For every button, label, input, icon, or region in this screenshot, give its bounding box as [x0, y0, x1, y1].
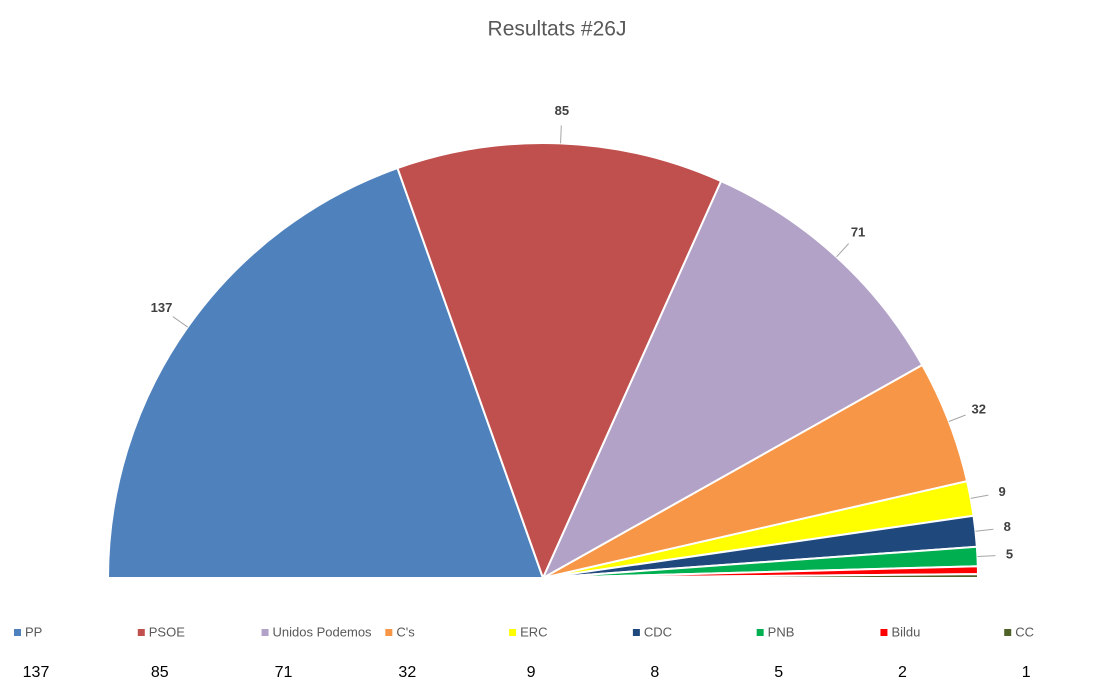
legend-label: PSOE: [149, 624, 185, 639]
legend-value: 32: [398, 664, 416, 681]
leader-line: [975, 528, 994, 532]
legend-value: 2: [898, 664, 907, 681]
legend-swatch: [880, 629, 888, 636]
legend-swatch: [14, 629, 21, 636]
legend-label: ERC: [520, 624, 547, 639]
leader-line: [560, 125, 562, 144]
legend-value: 85: [151, 664, 169, 681]
legend-swatch: [261, 629, 269, 636]
slice: [396, 142, 723, 581]
data-label: 32: [971, 401, 985, 416]
legend-label: PP: [25, 624, 42, 639]
legend-value: 9: [527, 664, 536, 681]
legend-value: 8: [650, 664, 659, 681]
legend-value: 137: [23, 664, 50, 681]
leader-line: [977, 555, 996, 558]
slice: [106, 166, 545, 579]
chart-title: Resultats #26J: [488, 18, 627, 41]
data-label: 71: [851, 225, 865, 240]
leader-line: [836, 243, 849, 258]
legend-value: 5: [774, 664, 783, 681]
legend-label: CDC: [644, 624, 672, 639]
legend-swatch: [137, 629, 145, 636]
leader-line: [172, 316, 188, 328]
legend-value: 71: [275, 664, 293, 681]
legend-swatch: [385, 629, 393, 636]
legend-swatch: [509, 629, 517, 636]
legend-label: Unidos Podemos: [273, 624, 372, 639]
leader-line: [948, 414, 966, 422]
data-label: 8: [1004, 519, 1011, 534]
legend-label: Bildu: [891, 624, 920, 639]
data-label: 5: [1006, 546, 1013, 561]
data-label: 9: [998, 484, 1005, 499]
legend-label: C's: [396, 624, 415, 639]
legend-swatch: [1004, 629, 1012, 636]
data-label: 85: [555, 103, 569, 118]
data-label: 137: [151, 300, 173, 315]
slice: [542, 573, 980, 579]
legend-value: 1: [1022, 664, 1031, 681]
leader-line: [970, 494, 989, 499]
legend-swatch: [632, 629, 640, 636]
legend-label: CC: [1015, 624, 1034, 639]
legend-swatch: [756, 629, 764, 636]
legend-label: PNB: [768, 624, 795, 639]
